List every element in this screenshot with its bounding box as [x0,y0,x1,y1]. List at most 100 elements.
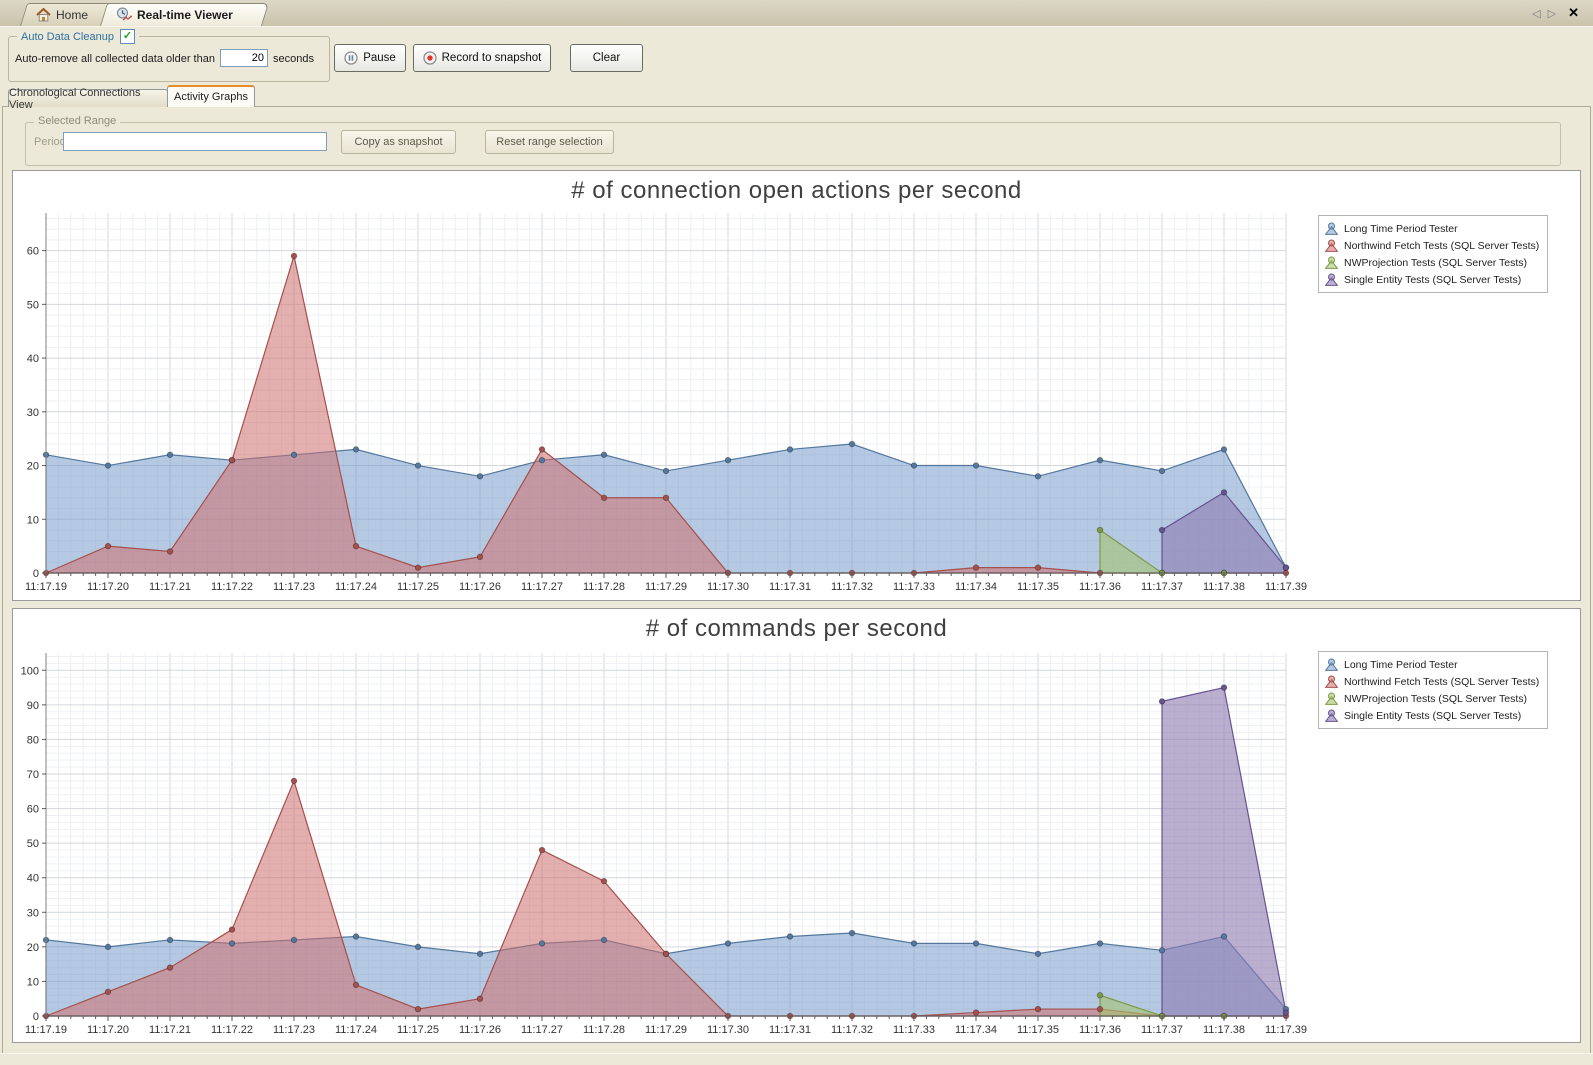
y-axis-tick-label: 0 [33,568,39,580]
data-point [1282,564,1290,571]
data-point [1034,1005,1042,1013]
pause-icon [344,51,358,65]
selected-range-group: Selected Range Period Copy as snapshot R… [25,115,1561,166]
data-point [1034,564,1042,571]
data-point [538,456,546,464]
seconds-input[interactable] [220,49,268,67]
data-point [972,462,980,469]
data-point [972,564,980,571]
data-point [1096,992,1104,999]
record-button-label: Record to snapshot [441,52,542,64]
legend-item: Northwind Fetch Tests (SQL Server Tests) [1325,673,1539,690]
y-axis-tick-label: 80 [27,734,39,746]
data-point [1034,950,1042,957]
chart-plot-area[interactable]: 0 10 20 30 40 50 60 11:17.19 11:17.20 11:17.21 11:… [13,171,1580,603]
x-axis-tick-label: 11:17.34 [955,1024,997,1036]
data-point [414,462,422,469]
reset-range-selection-button[interactable]: Reset range selection [485,130,614,154]
legend-item-label: NWProjection Tests (SQL Server Tests) [1344,256,1528,269]
chart-title: # of commands per second [645,615,948,642]
data-point [166,936,174,944]
series-marker-icon [1325,658,1338,671]
clear-button[interactable]: Clear [570,44,643,72]
x-axis-tick-label: 11:17.22 [211,581,253,593]
data-point [600,936,608,944]
data-point [166,548,174,555]
bottom-strip [0,1053,1593,1065]
copy-as-snapshot-button[interactable]: Copy as snapshot [341,130,456,154]
x-axis-tick-label: 11:17.37 [1141,1024,1183,1036]
period-input[interactable] [63,132,327,151]
data-point [476,473,484,480]
pause-button[interactable]: Pause [334,44,406,72]
tab-realtime-viewer-label: Real-time Viewer [137,7,233,22]
x-axis-tick-label: 11:17.20 [87,1024,129,1036]
x-axis-tick-label: 11:17.39 [1265,581,1307,593]
x-axis-tick-label: 11:17.21 [149,581,191,593]
data-point [352,542,360,550]
data-point [600,494,608,501]
tab-activity-graphs[interactable]: Activity Graphs [167,85,255,107]
axes: 0 10 20 30 40 50 60 70 80 90 100 11:17.19 11:17.20 11… [21,653,1307,1036]
y-axis-tick-label: 100 [21,665,39,677]
data-point [600,877,608,885]
series-marker-icon [1325,256,1338,269]
close-icon[interactable]: ✕ [1568,5,1579,20]
data-point [352,446,360,453]
x-axis-tick-label: 11:17.34 [955,581,997,593]
x-axis-tick-label: 11:17.36 [1079,1024,1121,1036]
chart-connections-panel: # of connection open actions per second … [12,170,1581,601]
x-axis-tick-label: 11:17.33 [893,581,935,593]
data-point [910,462,918,469]
data-point [352,933,360,940]
auto-remove-label: Auto-remove all collected data older tha… [15,53,215,65]
data-point [724,940,732,947]
data-point [414,943,422,951]
data-point [228,926,236,933]
x-axis-tick-label: 11:17.24 [335,1024,377,1036]
chart-legend: Long Time Period Tester Northwind Fetch T… [1318,651,1549,729]
series-marker-icon [1325,692,1338,705]
series-marker-icon [1325,675,1338,688]
data-point [1096,940,1104,947]
record-icon [422,51,437,65]
chart-plot-area[interactable]: 0 10 20 30 40 50 60 70 80 90 100 11:17.19 11:17.20 11… [13,609,1580,1045]
legend-item: Northwind Fetch Tests (SQL Server Tests) [1325,237,1539,254]
legend-item: Single Entity Tests (SQL Server Tests) [1325,271,1539,288]
data-point [910,940,918,947]
x-axis-tick-label: 11:17.30 [707,581,749,593]
series-marker-icon [1325,273,1338,286]
tab-chronological-connections-view[interactable]: Chronological Connections View [8,87,168,111]
record-to-snapshot-button[interactable]: Record to snapshot [413,44,551,72]
tab-scroll-arrows-icon[interactable]: ◁ ▷ [1532,7,1559,20]
y-axis-tick-label: 30 [27,407,39,419]
data-point [1220,446,1228,453]
data-point [166,451,174,458]
data-point [104,542,112,550]
data-point [662,467,670,475]
data-point [290,936,298,944]
data-point [414,1005,422,1013]
y-axis-tick-label: 30 [27,907,39,919]
chart-svg: 0 10 20 30 40 50 60 70 80 90 100 11:17.19 11:17.20 11… [21,653,1307,1036]
tab-realtime-viewer[interactable]: Real-time Viewer [100,3,270,26]
data-point [538,940,546,947]
document-tab-strip: Home Real-time Viewer ◁ ▷ ✕ [0,0,1593,27]
data-point [972,1009,980,1016]
series-areas [45,686,1287,1017]
series-marker-icon [1325,222,1338,235]
chart-svg: 0 10 20 30 40 50 60 11:17.19 11:17.20 11:17.21 11:… [25,213,1307,593]
series-areas [45,255,1287,574]
legend-item-label: Northwind Fetch Tests (SQL Server Tests) [1344,675,1540,688]
data-point [1158,467,1166,475]
y-axis-tick-label: 70 [27,769,39,781]
x-axis-tick-label: 11:17.31 [769,581,811,593]
legend-item: NWProjection Tests (SQL Server Tests) [1325,254,1539,271]
x-axis-tick-label: 11:17.35 [1017,1024,1059,1036]
auto-data-cleanup-checkbox[interactable]: ✓ [119,29,135,44]
data-point [1282,1009,1290,1016]
tab-home[interactable]: Home [20,3,134,26]
y-axis-tick-label: 90 [27,700,39,712]
x-axis-tick-label: 11:17.38 [1203,581,1245,593]
x-axis-tick-label: 11:17.19 [25,1024,67,1036]
